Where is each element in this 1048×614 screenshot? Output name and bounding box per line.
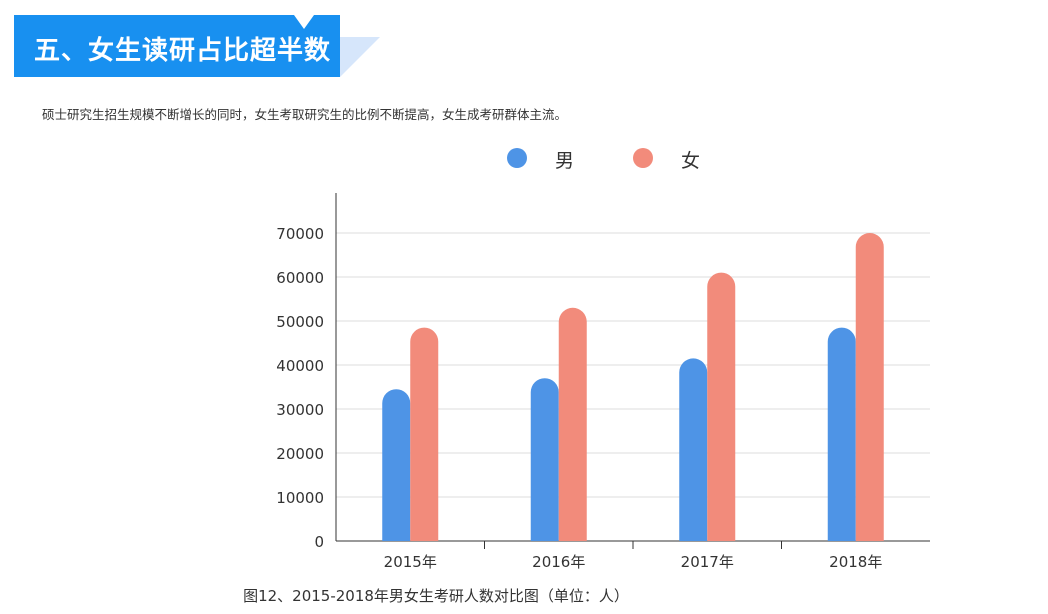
y-tick-label: 50000: [276, 313, 324, 331]
banner-block: [14, 15, 340, 77]
section-intro: 硕士研究生招生规模不断增长的同时，女生考取研究生的比例不断提高，女生成考研群体主…: [42, 107, 568, 122]
bar-male: [679, 358, 708, 541]
bar-female: [855, 233, 884, 542]
legend-dot-female: [633, 148, 653, 168]
x-tick-label: 2017年: [681, 553, 734, 571]
bar-female: [410, 327, 439, 541]
y-tick-label: 70000: [276, 225, 324, 243]
y-tick-label: 10000: [276, 489, 324, 507]
x-tick-label: 2018年: [829, 553, 882, 571]
x-tick-label: 2015年: [384, 553, 437, 571]
y-tick-label: 20000: [276, 445, 324, 463]
bar-male: [827, 327, 856, 541]
section-banner: [14, 15, 380, 77]
y-tick-label: 0: [314, 533, 324, 551]
y-tick-label: 60000: [276, 269, 324, 287]
chart-caption-text: 图12、2015-2018年男女生考研人数对比图（单位：人）: [243, 587, 629, 605]
legend-label-female: 女: [681, 150, 701, 172]
bar-female: [707, 272, 736, 541]
chart-legend: 男 女: [0, 140, 1048, 176]
legend-item-male[interactable]: 男: [507, 144, 587, 172]
bar-male: [382, 389, 411, 541]
banner-notch-icon: [294, 15, 314, 29]
banner-tail: [340, 37, 380, 77]
legend-dot-male: [507, 148, 527, 168]
y-tick-label: 30000: [276, 401, 324, 419]
y-tick-label: 40000: [276, 357, 324, 375]
bar-male: [530, 378, 559, 541]
bar-female: [558, 307, 587, 541]
legend-item-female[interactable]: 女: [633, 144, 713, 172]
section-title: 五、女生读研占比超半数: [34, 36, 332, 66]
chart-caption: 图12、2015-2018年男女生考研人数对比图（单位：人）: [0, 585, 1048, 606]
legend-label-male: 男: [555, 150, 575, 172]
x-tick-label: 2016年: [532, 553, 585, 571]
